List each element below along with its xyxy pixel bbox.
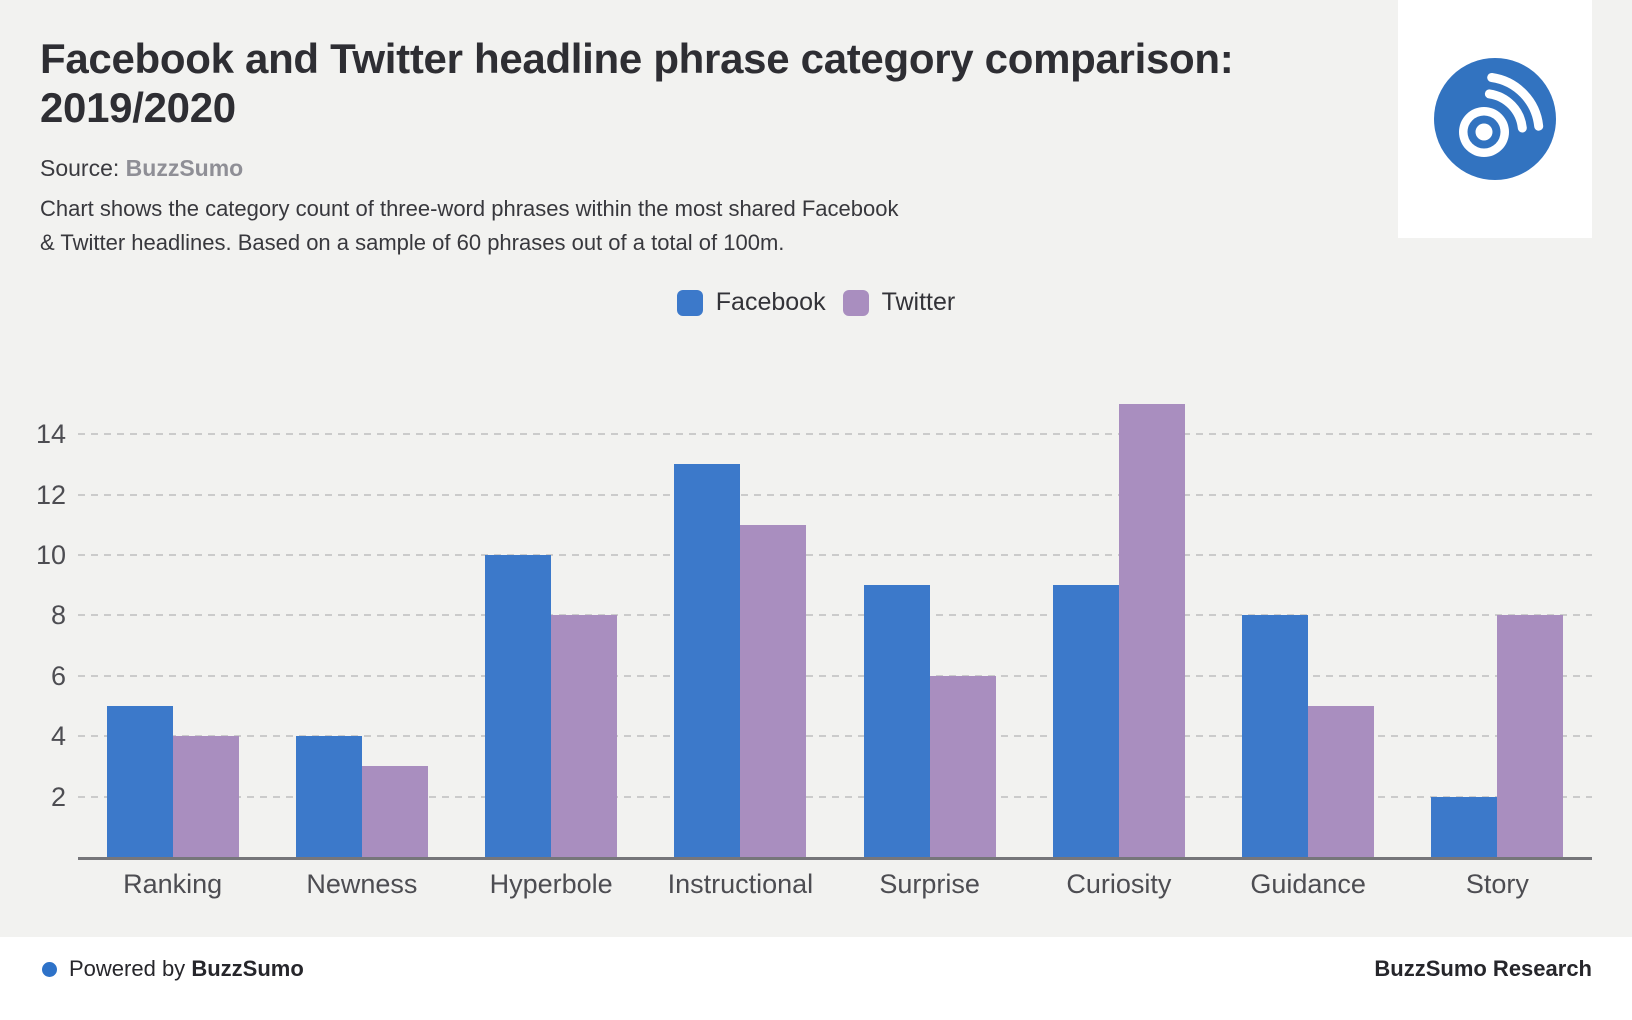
x-axis-label-instructional: Instructional	[667, 869, 814, 899]
gridline	[78, 735, 1592, 738]
legend-item-twitter[interactable]: Twitter	[842, 288, 956, 317]
gridline	[78, 674, 1592, 677]
bar-facebook-instructional[interactable]	[674, 464, 741, 857]
legend-label-twitter: Twitter	[881, 288, 956, 316]
y-axis-tick-label: 10	[35, 540, 66, 570]
y-axis-tick-label: 14	[35, 419, 66, 450]
legend-label-facebook: Facebook	[715, 288, 826, 316]
powered-by-brand[interactable]: BuzzSumo	[191, 956, 304, 981]
bar-twitter-guidance[interactable]	[1308, 706, 1375, 857]
x-axis-label-ranking: Ranking	[123, 869, 223, 899]
twitter-series-swatch	[842, 289, 869, 316]
gridline	[78, 554, 1592, 556]
x-axis-label-newness: Newness	[306, 869, 418, 899]
bar-facebook-story[interactable]	[1431, 796, 1498, 857]
bar-twitter-hyperbole[interactable]	[551, 615, 618, 857]
bar-facebook-hyperbole[interactable]	[485, 555, 552, 857]
y-axis-tick-label: 4	[50, 721, 66, 752]
bar-twitter-curiosity[interactable]	[1118, 404, 1185, 857]
gridline	[78, 433, 1592, 436]
x-axis-line	[78, 857, 1592, 860]
bar-twitter-instructional[interactable]	[740, 524, 807, 857]
buzzsumo-logo-icon	[1434, 58, 1556, 180]
x-axis-label-hyperbole: Hyperbole	[489, 869, 613, 899]
description-line-2: & Twitter headlines. Based on a sample o…	[40, 230, 785, 255]
bar-twitter-story[interactable]	[1497, 615, 1564, 857]
bar-facebook-surprise[interactable]	[863, 585, 930, 857]
x-axis-label-story: Story	[1465, 869, 1529, 899]
source-value[interactable]: BuzzSumo	[125, 155, 244, 181]
y-axis-tick-label: 12	[35, 479, 66, 510]
bar-facebook-ranking[interactable]	[106, 706, 173, 857]
gridline	[78, 795, 1592, 798]
x-axis-label-surprise: Surprise	[879, 869, 980, 899]
gridline	[78, 493, 1592, 496]
y-axis-tick-label: 6	[50, 660, 66, 691]
facebook-series-swatch	[676, 289, 703, 316]
powered-by: Powered by BuzzSumo	[42, 956, 304, 982]
x-axis-label-guidance: Guidance	[1250, 869, 1366, 899]
title-line-1: Facebook and Twitter headline phrase cat…	[40, 35, 1234, 82]
bar-twitter-surprise[interactable]	[929, 675, 996, 857]
bar-facebook-newness[interactable]	[295, 736, 362, 857]
title-line-2: 2019/2020	[40, 84, 236, 131]
powered-by-prefix: Powered by	[69, 956, 186, 981]
gridline	[78, 614, 1592, 617]
powered-by-text: Powered by BuzzSumo	[69, 956, 304, 982]
legend-item-facebook[interactable]: Facebook	[676, 288, 826, 317]
y-axis-tick-label: 2	[50, 781, 66, 812]
x-axis-label-curiosity: Curiosity	[1066, 869, 1172, 899]
header: Facebook and Twitter headline phrase cat…	[40, 34, 1340, 260]
source-label: Source:	[40, 155, 120, 181]
footer-brand-text: BuzzSumo Research	[1374, 956, 1592, 981]
chart-legend: Facebook Twitter	[0, 288, 1632, 317]
bullet-dot-icon	[42, 961, 57, 977]
bar-twitter-ranking[interactable]	[172, 736, 239, 857]
footer: Powered by BuzzSumo BuzzSumo Research	[0, 937, 1632, 1020]
bar-facebook-curiosity[interactable]	[1052, 585, 1119, 857]
page-title: Facebook and Twitter headline phrase cat…	[40, 34, 1340, 132]
y-axis-tick-label: 8	[50, 600, 66, 631]
source-line: Source: BuzzSumo	[40, 154, 1340, 182]
buzzsumo-logo-card	[1398, 0, 1592, 238]
bar-facebook-guidance[interactable]	[1242, 615, 1309, 857]
bar-twitter-newness[interactable]	[361, 766, 428, 857]
description-line-1: Chart shows the category count of three-…	[40, 196, 899, 221]
chart-description: Chart shows the category count of three-…	[40, 192, 1340, 260]
